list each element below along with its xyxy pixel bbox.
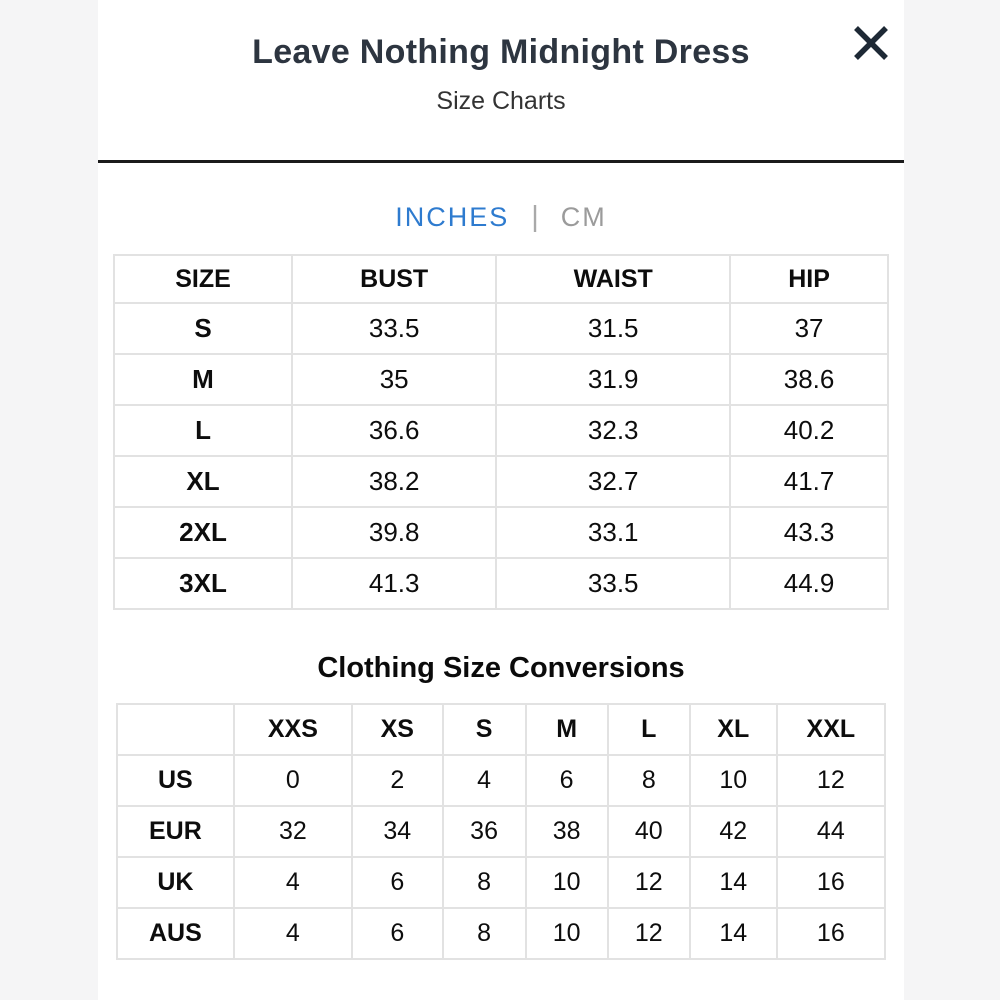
value-cell: 12 [606, 907, 691, 960]
value-cell: 32.7 [495, 455, 732, 508]
value-cell: 37 [729, 302, 889, 355]
value-cell: 8 [606, 754, 691, 807]
value-cell: 43.3 [729, 506, 889, 559]
column-header: XXL [775, 703, 887, 756]
conversion-table-body: US 0 2 4 6 8 10 12 EUR 32 34 36 38 40 42 44 UK 4 6 8 10 12 14 1… [116, 754, 887, 960]
table-row: 3XL 41.3 33.5 44.9 [112, 557, 889, 610]
header-divider [98, 160, 904, 163]
value-cell: 40 [606, 805, 691, 858]
value-cell: 32 [232, 805, 354, 858]
value-cell: 16 [775, 856, 887, 909]
table-row: UK 4 6 8 10 12 14 16 [116, 856, 887, 909]
value-cell: 4 [232, 856, 354, 909]
value-cell: 10 [524, 856, 609, 909]
column-header: XXS [232, 703, 354, 756]
value-cell: 14 [688, 907, 778, 960]
modal-subtitle: Size Charts [436, 87, 566, 115]
table-row: EUR 32 34 36 38 40 42 44 [116, 805, 887, 858]
value-cell: 33.1 [495, 506, 732, 559]
tab-separator: | [531, 201, 539, 233]
value-cell: 33.5 [495, 557, 732, 610]
value-cell: 41.3 [291, 557, 498, 610]
column-header: L [606, 703, 691, 756]
value-cell: 0 [232, 754, 354, 807]
row-label: M [112, 353, 294, 406]
row-label: AUS [116, 907, 235, 960]
row-label: EUR [116, 805, 235, 858]
value-cell: 41.7 [729, 455, 889, 508]
value-cell: 39.8 [291, 506, 498, 559]
column-header: XL [688, 703, 778, 756]
tab-cm[interactable]: CM [560, 202, 607, 232]
conversion-table-header: XXS XS S M L XL XXL [116, 703, 887, 756]
column-header: HIP [729, 254, 889, 304]
table-row: AUS 4 6 8 10 12 14 16 [116, 907, 887, 960]
column-header: XS [351, 703, 444, 756]
value-cell: 38.6 [729, 353, 889, 406]
value-cell: 40.2 [729, 404, 889, 457]
measurement-table: SIZE BUST WAIST HIP S 33.5 31.5 37 M 35 31.9 38.6 L… [112, 254, 889, 610]
value-cell: 31.9 [495, 353, 732, 406]
unit-tabs: INCHES | CM [98, 201, 904, 234]
row-label: 3XL [112, 557, 294, 610]
row-label: XL [112, 455, 294, 508]
measurement-table-body: S 33.5 31.5 37 M 35 31.9 38.6 L 36.6 32.3 40.2 XL 38.… [112, 302, 889, 610]
value-cell: 36 [441, 805, 527, 858]
value-cell: 4 [441, 754, 527, 807]
table-row: S 33.5 31.5 37 [112, 302, 889, 355]
conversions-heading: Clothing Size Conversions [317, 652, 685, 684]
column-header [116, 703, 235, 756]
value-cell: 35 [291, 353, 498, 406]
value-cell: 10 [688, 754, 778, 807]
row-label: L [112, 404, 294, 457]
table-row: XL 38.2 32.7 41.7 [112, 455, 889, 508]
value-cell: 6 [524, 754, 609, 807]
header-row: XXS XS S M L XL XXL [116, 703, 887, 756]
measurement-table-header: SIZE BUST WAIST HIP [112, 254, 889, 304]
table-row: M 35 31.9 38.6 [112, 353, 889, 406]
value-cell: 16 [775, 907, 887, 960]
column-header: S [441, 703, 527, 756]
value-cell: 31.5 [495, 302, 732, 355]
table-row: 2XL 39.8 33.1 43.3 [112, 506, 889, 559]
row-label: S [112, 302, 294, 355]
column-header: M [524, 703, 609, 756]
value-cell: 8 [441, 907, 527, 960]
table-row: US 0 2 4 6 8 10 12 [116, 754, 887, 807]
value-cell: 6 [351, 856, 444, 909]
column-header: BUST [291, 254, 498, 304]
column-header: WAIST [495, 254, 732, 304]
value-cell: 42 [688, 805, 778, 858]
value-cell: 38.2 [291, 455, 498, 508]
value-cell: 44.9 [729, 557, 889, 610]
value-cell: 38 [524, 805, 609, 858]
value-cell: 10 [524, 907, 609, 960]
tab-inches[interactable]: INCHES [395, 202, 510, 232]
header-row: SIZE BUST WAIST HIP [112, 254, 889, 304]
value-cell: 34 [351, 805, 444, 858]
product-title: Leave Nothing Midnight Dress [252, 33, 750, 71]
value-cell: 4 [232, 907, 354, 960]
size-chart-modal: Leave Nothing Midnight Dress Size Charts… [98, 0, 904, 1000]
value-cell: 6 [351, 907, 444, 960]
close-button[interactable] [846, 18, 896, 68]
modal-header: Leave Nothing Midnight Dress Size Charts [98, 0, 904, 116]
row-label: UK [116, 856, 235, 909]
column-header: SIZE [112, 254, 294, 304]
conversion-table: XXS XS S M L XL XXL US 0 2 4 6 8 10 12 EUR 32 34 36 38 40 42… [116, 703, 887, 960]
row-label: 2XL [112, 506, 294, 559]
value-cell: 32.3 [495, 404, 732, 457]
value-cell: 33.5 [291, 302, 498, 355]
close-icon [850, 22, 892, 64]
table-row: L 36.6 32.3 40.2 [112, 404, 889, 457]
value-cell: 36.6 [291, 404, 498, 457]
value-cell: 12 [606, 856, 691, 909]
row-label: US [116, 754, 235, 807]
value-cell: 8 [441, 856, 527, 909]
value-cell: 44 [775, 805, 887, 858]
value-cell: 2 [351, 754, 444, 807]
value-cell: 14 [688, 856, 778, 909]
value-cell: 12 [775, 754, 887, 807]
